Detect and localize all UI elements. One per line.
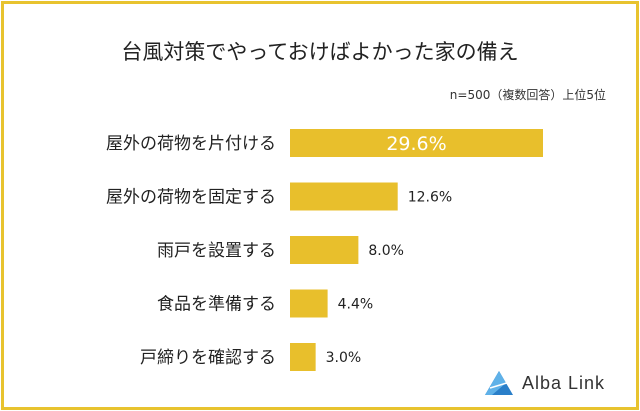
bar (290, 289, 328, 318)
bar (290, 343, 316, 371)
category-label: 屋外の荷物を固定する (106, 188, 276, 208)
value-label: 12.6% (408, 190, 452, 206)
value-label: 8.0% (368, 243, 404, 259)
chart-title: 台風対策でやっておけばよかった家の備え (121, 40, 519, 64)
logo-text: Alba Link (522, 372, 606, 393)
category-label: 食品を準備する (157, 295, 276, 315)
value-label: 3.0% (326, 350, 362, 366)
bar (290, 182, 398, 211)
category-label: 戸締りを確認する (140, 348, 276, 368)
bar (290, 236, 359, 264)
value-label: 4.4% (338, 297, 374, 313)
sample-note: n=500（複数回答）上位5位 (449, 88, 606, 102)
value-label: 29.6% (386, 133, 446, 155)
bar (290, 129, 543, 157)
category-label: 屋外の荷物を片付ける (106, 134, 276, 154)
alba-link-logo: Alba Link (484, 370, 605, 396)
logo-icon (485, 371, 513, 395)
category-label: 雨戸を設置する (157, 241, 276, 261)
